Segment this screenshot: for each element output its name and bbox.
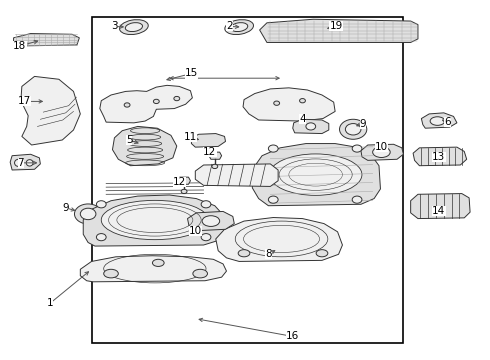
Ellipse shape bbox=[201, 201, 211, 208]
Polygon shape bbox=[178, 177, 191, 184]
Ellipse shape bbox=[212, 164, 218, 168]
Polygon shape bbox=[361, 144, 403, 160]
Ellipse shape bbox=[352, 145, 362, 152]
Polygon shape bbox=[413, 147, 466, 166]
Ellipse shape bbox=[15, 159, 23, 166]
Ellipse shape bbox=[270, 154, 362, 195]
Ellipse shape bbox=[299, 99, 305, 103]
Text: 9: 9 bbox=[62, 203, 69, 213]
Ellipse shape bbox=[97, 201, 106, 208]
Polygon shape bbox=[80, 256, 226, 282]
Polygon shape bbox=[252, 144, 380, 206]
Text: 9: 9 bbox=[360, 118, 366, 129]
Polygon shape bbox=[188, 211, 234, 231]
Polygon shape bbox=[83, 195, 225, 246]
Ellipse shape bbox=[225, 20, 253, 35]
Ellipse shape bbox=[238, 249, 250, 257]
Ellipse shape bbox=[97, 234, 106, 241]
Polygon shape bbox=[100, 85, 193, 123]
Text: 8: 8 bbox=[265, 249, 271, 259]
Ellipse shape bbox=[274, 101, 280, 105]
Ellipse shape bbox=[26, 159, 33, 166]
Text: 18: 18 bbox=[13, 41, 26, 51]
Text: 4: 4 bbox=[299, 113, 306, 123]
Polygon shape bbox=[216, 217, 343, 261]
Ellipse shape bbox=[269, 145, 278, 152]
Ellipse shape bbox=[153, 99, 159, 104]
Text: 3: 3 bbox=[111, 21, 118, 31]
Ellipse shape bbox=[201, 234, 211, 241]
Ellipse shape bbox=[125, 23, 143, 32]
Ellipse shape bbox=[120, 20, 148, 35]
Polygon shape bbox=[243, 88, 335, 121]
Text: 10: 10 bbox=[189, 226, 202, 236]
Text: 17: 17 bbox=[18, 96, 31, 107]
Ellipse shape bbox=[101, 201, 208, 240]
Ellipse shape bbox=[181, 189, 187, 194]
Text: 10: 10 bbox=[375, 142, 388, 152]
Ellipse shape bbox=[202, 216, 220, 226]
Ellipse shape bbox=[316, 249, 328, 257]
Ellipse shape bbox=[231, 23, 248, 32]
Bar bbox=[92, 18, 403, 342]
Text: 15: 15 bbox=[185, 68, 198, 78]
Text: 6: 6 bbox=[444, 117, 450, 127]
Text: 2: 2 bbox=[226, 21, 233, 31]
Text: 7: 7 bbox=[18, 158, 24, 168]
Text: 12: 12 bbox=[172, 177, 186, 187]
Polygon shape bbox=[411, 194, 470, 219]
Polygon shape bbox=[421, 113, 457, 128]
Text: 16: 16 bbox=[286, 332, 299, 342]
Ellipse shape bbox=[80, 208, 96, 220]
Ellipse shape bbox=[340, 119, 367, 139]
Text: 13: 13 bbox=[432, 152, 445, 162]
Ellipse shape bbox=[269, 196, 278, 203]
Polygon shape bbox=[192, 134, 225, 147]
Text: 15: 15 bbox=[185, 68, 198, 78]
Text: 12: 12 bbox=[203, 147, 217, 157]
Ellipse shape bbox=[104, 269, 118, 278]
Ellipse shape bbox=[430, 117, 445, 125]
Polygon shape bbox=[113, 126, 177, 166]
Polygon shape bbox=[10, 154, 40, 170]
Ellipse shape bbox=[74, 204, 102, 224]
Text: 11: 11 bbox=[184, 132, 197, 142]
Ellipse shape bbox=[124, 103, 130, 107]
Polygon shape bbox=[260, 19, 418, 42]
Polygon shape bbox=[14, 33, 79, 46]
Ellipse shape bbox=[345, 123, 361, 135]
Text: 14: 14 bbox=[432, 206, 445, 216]
Ellipse shape bbox=[352, 196, 362, 203]
Text: 19: 19 bbox=[329, 21, 343, 31]
Ellipse shape bbox=[152, 259, 164, 266]
Polygon shape bbox=[293, 119, 329, 134]
Ellipse shape bbox=[193, 269, 207, 278]
Ellipse shape bbox=[373, 147, 390, 157]
Polygon shape bbox=[21, 76, 80, 145]
Polygon shape bbox=[196, 164, 278, 186]
Text: 5: 5 bbox=[126, 135, 132, 145]
Ellipse shape bbox=[174, 96, 180, 101]
Polygon shape bbox=[209, 152, 221, 159]
Ellipse shape bbox=[306, 123, 316, 130]
Text: 1: 1 bbox=[47, 298, 53, 308]
